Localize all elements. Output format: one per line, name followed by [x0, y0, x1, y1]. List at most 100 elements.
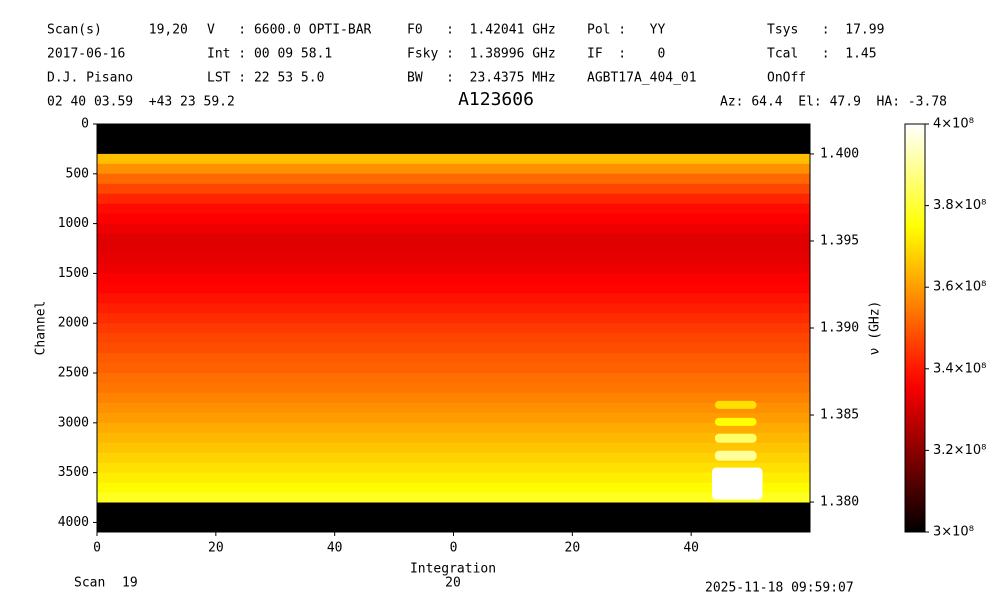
x-tick-label: 0	[93, 541, 101, 556]
y2-tick-label: 1.385	[820, 408, 859, 423]
header-field: OnOff	[767, 71, 806, 86]
heatmap-row	[97, 133, 810, 145]
y-tick-label: 3000	[58, 415, 89, 430]
header-field: Tcal : 1.45	[767, 47, 877, 62]
chart-title: A123606	[458, 89, 534, 110]
heatmap-row	[97, 502, 810, 513]
pointing: Az: 64.4 El: 47.9 HA: -3.78	[720, 95, 947, 110]
heatmap-row	[97, 392, 810, 404]
y-tick-label: 1500	[58, 266, 89, 281]
heatmap-row	[97, 492, 810, 504]
header-field: Tsys : 17.99	[767, 23, 884, 38]
scan-label: Scan	[74, 576, 105, 591]
header-field: D.J. Pisano	[47, 71, 133, 86]
coordinates: 02 40 03.59 +43 23 59.2	[47, 95, 235, 110]
header-field: 2017-06-16	[47, 47, 125, 62]
hotspot	[714, 417, 757, 426]
heatmap-row	[97, 203, 810, 215]
heatmap-row	[97, 233, 810, 245]
y-tick-label: 2500	[58, 366, 89, 381]
y-tick-label: 2000	[58, 316, 89, 331]
heatmap-row	[97, 223, 810, 235]
heatmap	[97, 124, 810, 533]
header-field: Scan(s) 19,20	[47, 23, 188, 38]
heatmap-row	[97, 512, 810, 523]
heatmap-row	[97, 442, 810, 454]
heatmap-row	[97, 482, 810, 494]
y-tick-label: 0	[81, 117, 89, 132]
x-tick-label: 20	[565, 541, 581, 556]
hotspot	[714, 400, 757, 409]
header-field: IF : 0	[587, 47, 665, 62]
heatmap-row	[97, 313, 810, 324]
x-axis-label: Integration	[410, 562, 496, 577]
colorbar-tick-label: 3.8×10⁸	[933, 198, 986, 213]
y2-tick-label: 1.380	[820, 495, 859, 510]
header-field: F0 : 1.42041 GHz	[407, 23, 556, 38]
heatmap-row	[97, 432, 810, 444]
y-tick-label: 4000	[58, 515, 89, 530]
heatmap-row	[97, 293, 810, 304]
heatmap-row	[97, 373, 810, 384]
heatmap-row	[97, 363, 810, 374]
heatmap-row	[97, 462, 810, 474]
heatmap-row	[97, 412, 810, 424]
heatmap-row	[97, 124, 810, 135]
heatmap-row	[97, 343, 810, 354]
heatmap-row	[97, 522, 810, 533]
heatmap-row	[97, 253, 810, 264]
hotspot	[711, 467, 763, 500]
y2-axis-label: ν (GHz)	[868, 301, 883, 356]
heatmap-row	[97, 472, 810, 484]
x-tick-label: 40	[683, 541, 699, 556]
heatmap-row	[97, 303, 810, 314]
heatmap-row	[97, 193, 810, 205]
heatmap-row	[97, 422, 810, 434]
timestamp: 2025-11-18 09:59:07	[705, 581, 854, 596]
header-field: BW : 23.4375 MHz	[407, 71, 556, 86]
scan-number: 19	[122, 576, 138, 591]
hotspot	[714, 433, 757, 443]
header-field: Fsky : 1.38996 GHz	[407, 47, 556, 62]
heatmap-row	[97, 213, 810, 225]
heatmap-row	[97, 163, 810, 175]
y-tick-label: 500	[66, 166, 89, 181]
x-tick-label: 0	[450, 541, 458, 556]
heatmap-row	[97, 173, 810, 185]
x-tick-label: 40	[327, 541, 343, 556]
y-tick-label: 1000	[58, 216, 89, 231]
heatmap-row	[97, 402, 810, 414]
heatmap-row	[97, 353, 810, 364]
header-field: Pol : YY	[587, 23, 665, 38]
heatmap-row	[97, 452, 810, 464]
colorbar	[904, 123, 926, 533]
heatmap-row	[97, 283, 810, 294]
scan-number: 20	[445, 576, 461, 591]
heatmap-row	[97, 263, 810, 274]
y2-tick-label: 1.390	[820, 321, 859, 336]
header-field: AGBT17A_404_01	[587, 71, 697, 86]
header-field: LST : 22 53 5.0	[207, 71, 324, 86]
heatmap-row	[97, 333, 810, 344]
heatmap-row	[97, 382, 810, 394]
y2-tick-label: 1.400	[820, 146, 859, 161]
colorbar-tick-label: 4×10⁸	[933, 117, 974, 132]
heatmap-row	[97, 323, 810, 334]
heatmap-row	[97, 143, 810, 155]
colorbar-tick-label: 3.4×10⁸	[933, 361, 986, 376]
y2-tick-label: 1.395	[820, 233, 859, 248]
x-tick-label: 20	[208, 541, 224, 556]
heatmap-row	[97, 183, 810, 195]
header-field: V : 6600.0 OPTI-BAR	[207, 23, 372, 38]
y-axis-label: Channel	[34, 301, 49, 356]
heatmap-row	[97, 273, 810, 284]
hotspot	[714, 450, 757, 461]
y-tick-label: 3500	[58, 465, 89, 480]
heatmap-row	[97, 243, 810, 254]
colorbar-tick-label: 3.2×10⁸	[933, 443, 986, 458]
colorbar-tick-label: 3.6×10⁸	[933, 280, 986, 295]
heatmap-row	[97, 153, 810, 165]
colorbar-tick-label: 3×10⁸	[933, 525, 974, 540]
header-field: Int : 00 09 58.1	[207, 47, 332, 62]
